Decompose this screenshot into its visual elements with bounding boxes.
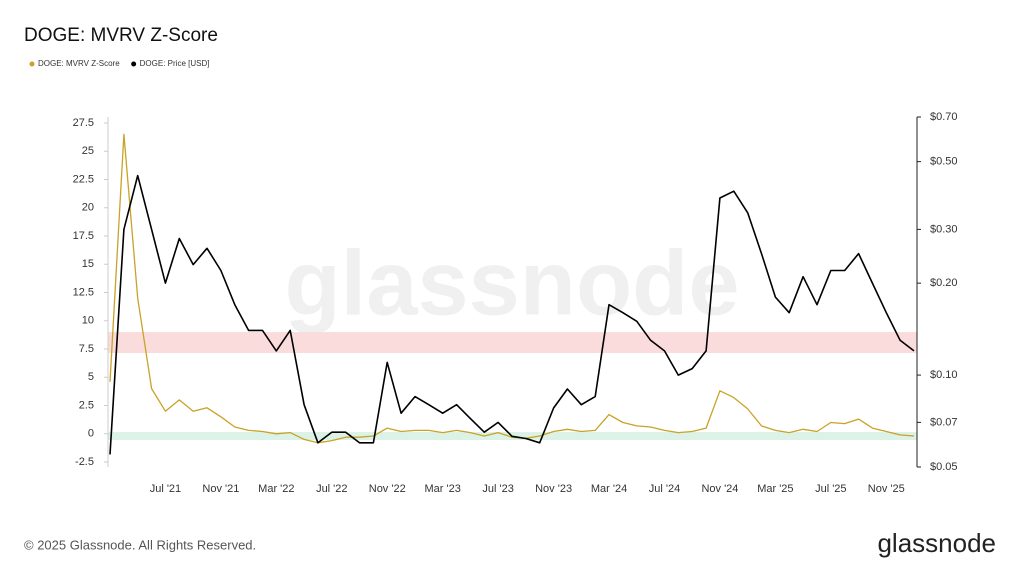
watermark: glassnode	[284, 232, 739, 334]
x-tick-label: Mar '23	[425, 483, 461, 495]
x-tick-label: Jul '25	[815, 483, 846, 495]
y-tick-label: 20	[82, 202, 94, 214]
y-tick-label: 27.5	[73, 117, 94, 129]
y-tick-label: -2.5	[75, 456, 94, 468]
y2-tick-label: $0.05	[930, 461, 958, 473]
y-tick-label: 25	[82, 145, 94, 157]
x-tick-label: Nov '22	[369, 483, 406, 495]
y2-tick-label: $0.30	[930, 223, 958, 235]
series-line	[109, 174, 915, 455]
y2-tick-label: $0.07	[930, 416, 958, 428]
legend-label: DOGE: MVRV Z-Score	[38, 59, 120, 68]
series-line	[109, 133, 915, 444]
logo: glassnode	[877, 528, 996, 558]
y2-tick-label: $0.50	[930, 156, 958, 168]
y-tick-label: 2.5	[79, 399, 94, 411]
x-tick-label: Mar '22	[258, 483, 294, 495]
y-tick-label: 15	[82, 258, 94, 270]
y-tick-label: 5	[88, 371, 94, 383]
legend-marker	[29, 61, 35, 67]
x-tick-label: Jul '24	[649, 483, 680, 495]
y-tick-label: 10	[82, 315, 94, 327]
x-tick-label: Jul '23	[482, 483, 513, 495]
y2-tick-label: $0.10	[930, 369, 958, 381]
x-tick-label: Nov '25	[868, 483, 905, 495]
legend-label: DOGE: Price [USD]	[140, 59, 210, 68]
x-tick-label: Nov '24	[701, 483, 738, 495]
y2-tick-label: $0.70	[930, 111, 958, 123]
footer: © 2025 Glassnode. All Rights Reserved.	[24, 537, 256, 552]
x-tick-label: Nov '21	[202, 483, 239, 495]
x-tick-label: Mar '24	[591, 483, 627, 495]
zone-band	[108, 332, 917, 353]
x-tick-label: Jul '22	[316, 483, 347, 495]
legend-marker	[131, 61, 137, 67]
x-tick-label: Nov '23	[535, 483, 572, 495]
y-tick-label: 17.5	[73, 230, 94, 242]
y2-tick-label: $0.20	[930, 277, 958, 289]
x-tick-label: Jul '21	[150, 483, 181, 495]
y-tick-label: 7.5	[79, 343, 94, 355]
y-tick-label: 0	[88, 428, 94, 440]
chart-title: DOGE: MVRV Z-Score	[24, 25, 218, 46]
x-tick-label: Mar '25	[757, 483, 793, 495]
y-tick-label: 12.5	[73, 286, 94, 298]
y-tick-label: 22.5	[73, 173, 94, 185]
